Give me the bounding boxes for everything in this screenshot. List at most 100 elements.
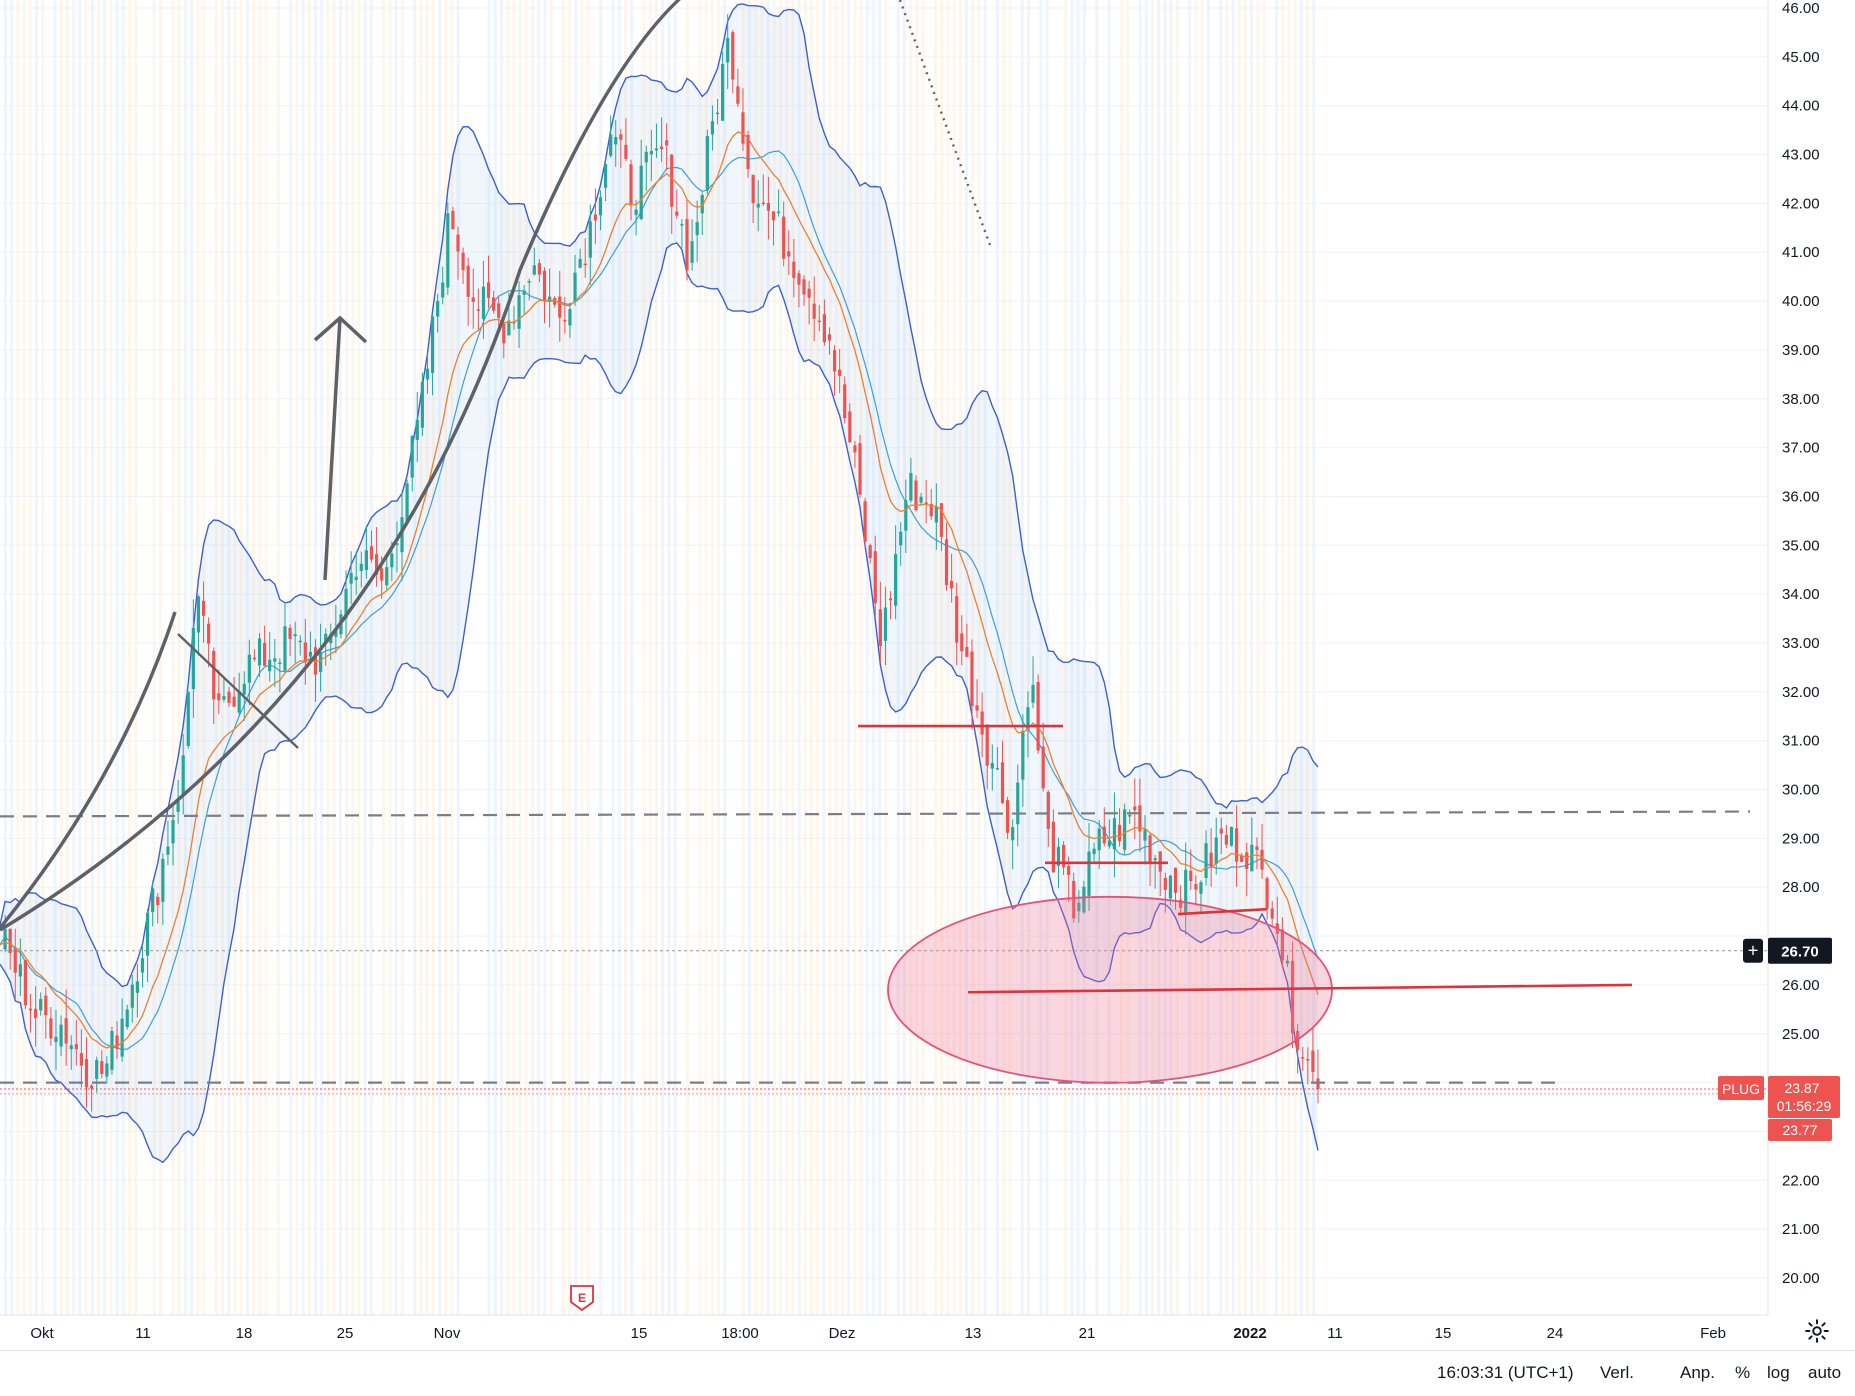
candle-body xyxy=(151,888,155,913)
candle-body xyxy=(827,334,832,341)
candle-body xyxy=(659,146,664,150)
candle-body xyxy=(385,567,389,586)
session-stripe xyxy=(1144,0,1148,1315)
candle-body xyxy=(1153,858,1157,861)
session-stripe xyxy=(307,0,311,1315)
candle-body xyxy=(675,211,679,216)
session-stripe xyxy=(766,0,770,1315)
candle-body xyxy=(1158,851,1162,872)
chart-settings-gear-icon[interactable] xyxy=(1804,1318,1830,1344)
session-stripe xyxy=(1095,0,1099,1315)
candle-body xyxy=(542,270,547,302)
time-axis-label: 24 xyxy=(1547,1325,1564,1342)
candle-body xyxy=(212,650,216,700)
candle-body xyxy=(461,252,465,271)
plus-icon: + xyxy=(1748,941,1759,961)
candle-body xyxy=(466,265,470,297)
candle-body xyxy=(619,134,623,140)
cross-line xyxy=(177,633,299,749)
drawings[interactable] xyxy=(0,0,1768,1095)
session-stripe xyxy=(84,0,88,1315)
candle-body xyxy=(349,572,353,584)
session-stripe xyxy=(1275,0,1278,1315)
candle-body xyxy=(695,222,699,236)
session-stripe xyxy=(53,0,57,1315)
session-stripe xyxy=(1008,0,1012,1315)
session-stripe xyxy=(760,0,764,1315)
ema-line-path xyxy=(0,131,1319,1049)
log-scale-toggle[interactable]: log xyxy=(1767,1363,1790,1382)
candle-body xyxy=(975,705,979,711)
candle-body xyxy=(1016,782,1020,825)
candle-body xyxy=(364,550,368,570)
candle-body xyxy=(1209,852,1213,867)
candle-body xyxy=(532,265,536,275)
session-stripe xyxy=(512,0,516,1315)
session-stripe xyxy=(1194,0,1198,1315)
adjust-toggle[interactable]: Anp. xyxy=(1680,1363,1715,1382)
candle-body xyxy=(771,211,776,221)
candle-body xyxy=(924,502,928,505)
session-stripe xyxy=(1231,0,1235,1315)
price-axis-tick: 21.00 xyxy=(1782,1221,1820,1238)
clock-timezone[interactable]: 16:03:31 (UTC+1) xyxy=(1437,1363,1574,1382)
session-stripe xyxy=(518,0,522,1315)
price-axis-tick: 42.00 xyxy=(1782,195,1820,212)
auto-scale-toggle[interactable]: auto xyxy=(1808,1363,1842,1382)
session-stripe xyxy=(611,0,615,1315)
session-stripe xyxy=(345,0,348,1315)
candle-body xyxy=(222,696,226,700)
candle-body xyxy=(593,214,597,221)
candle-body xyxy=(639,165,643,219)
candle-body xyxy=(1097,828,1101,851)
session-stripe xyxy=(97,0,100,1315)
session-stripe xyxy=(1120,0,1123,1315)
candle-body xyxy=(400,517,404,553)
candle-body xyxy=(1173,867,1178,893)
session-stripe xyxy=(121,0,125,1315)
candle-body xyxy=(731,32,735,80)
candle-body xyxy=(853,445,857,453)
extended-hours-toggle[interactable]: Verl. xyxy=(1600,1363,1635,1382)
session-stripe xyxy=(1250,0,1254,1315)
last-price-text: 23.87 xyxy=(1784,1080,1819,1096)
candle-body xyxy=(456,234,460,252)
candle-body xyxy=(766,203,771,211)
candle-body xyxy=(1204,843,1208,878)
session-stripe xyxy=(1262,0,1266,1315)
candle-body xyxy=(1072,880,1076,919)
candle-body xyxy=(105,1063,109,1077)
percent-scale-toggle[interactable]: % xyxy=(1735,1363,1751,1382)
candle-body xyxy=(909,472,913,501)
candle-body xyxy=(425,368,430,380)
session-stripe xyxy=(388,0,392,1315)
candle-body xyxy=(54,1036,58,1043)
candle-body xyxy=(1082,886,1086,913)
session-stripe xyxy=(655,0,658,1315)
candle-body xyxy=(69,1045,73,1050)
price-axis-tick: 43.00 xyxy=(1782,147,1820,164)
session-stripe xyxy=(1206,0,1210,1315)
candle-body xyxy=(939,503,944,537)
candle-body xyxy=(1306,1059,1310,1061)
prev-price-tag xyxy=(1768,1118,1832,1141)
session-stripe xyxy=(134,0,138,1315)
session-stripe xyxy=(425,0,429,1315)
candle-body xyxy=(344,589,348,619)
time-axis-label: 11 xyxy=(1327,1325,1343,1342)
candle-body xyxy=(797,273,801,285)
session-stripe xyxy=(599,0,603,1315)
candle-body xyxy=(39,999,43,1011)
candle-body xyxy=(293,634,297,637)
session-stripe xyxy=(717,0,720,1315)
candle-body xyxy=(838,369,842,376)
candle-body xyxy=(313,647,318,675)
candle-body xyxy=(283,626,287,671)
candle-body xyxy=(598,197,603,216)
candle-body xyxy=(135,981,139,993)
time-axis[interactable]: Okt 11 18 25 Nov 15 18:00 Dez 13 21 2022 11 15 24 Feb xyxy=(0,1314,1768,1342)
candle-body xyxy=(1240,855,1244,862)
earnings-marker[interactable]: E xyxy=(570,1285,594,1312)
candle-body xyxy=(741,112,745,144)
